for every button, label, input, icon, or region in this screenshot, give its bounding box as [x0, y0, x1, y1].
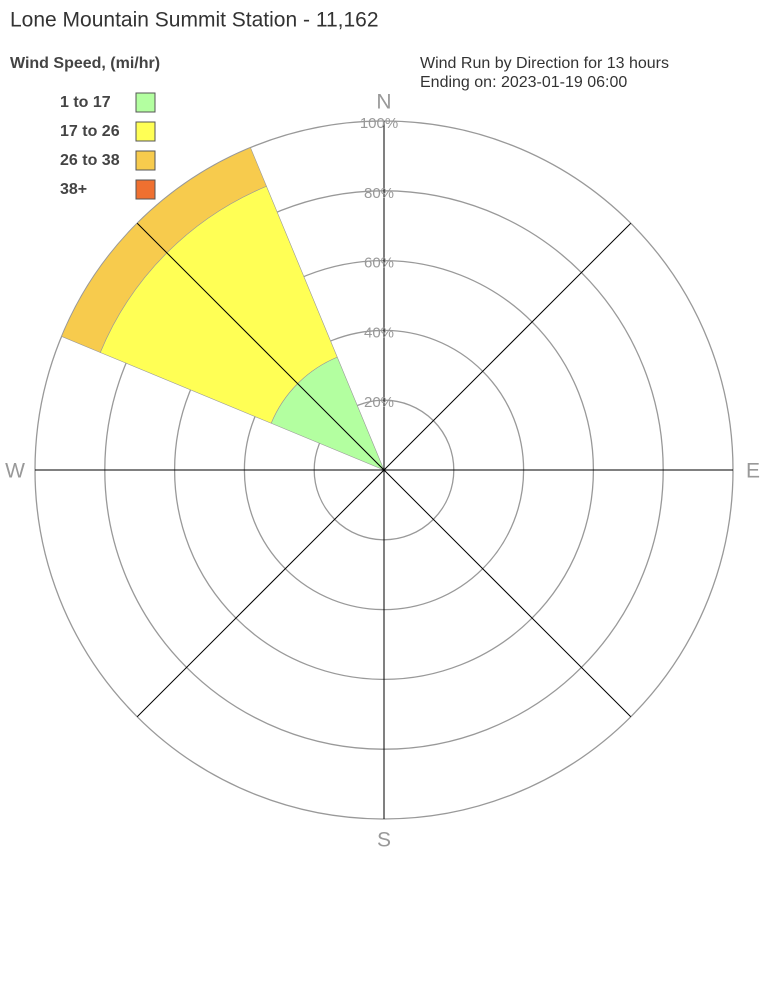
- r-tick-label: 20%: [364, 394, 394, 411]
- subtitle: Ending on: 2023-01-19 06:00: [420, 74, 627, 91]
- direction-label: S: [377, 829, 391, 852]
- legend-label: 38+: [60, 181, 87, 198]
- r-tick-label: 60%: [364, 255, 394, 272]
- legend-swatch: [135, 179, 156, 200]
- legend-swatch: [135, 92, 156, 113]
- direction-label: W: [5, 460, 25, 483]
- legend-label: 26 to 38: [60, 152, 120, 169]
- legend-swatch: [135, 121, 156, 142]
- radial-line: [383, 222, 632, 471]
- legend-swatch: [135, 150, 156, 171]
- r-tick-label: 40%: [364, 324, 394, 341]
- legend-title: Wind Speed, (mi/hr): [10, 55, 160, 72]
- radial-line: [136, 222, 385, 471]
- radial-line: [136, 469, 385, 718]
- legend-label: 1 to 17: [60, 94, 111, 111]
- chart-title: Lone Mountain Summit Station - 11,162: [10, 9, 379, 32]
- subtitle: Wind Run by Direction for 13 hours: [420, 55, 669, 72]
- direction-label: E: [746, 460, 760, 483]
- direction-label: N: [376, 91, 391, 114]
- legend-label: 17 to 26: [60, 123, 120, 140]
- r-tick-label: 100%: [360, 115, 398, 132]
- r-tick-label: 80%: [364, 185, 394, 202]
- radial-line: [383, 469, 632, 718]
